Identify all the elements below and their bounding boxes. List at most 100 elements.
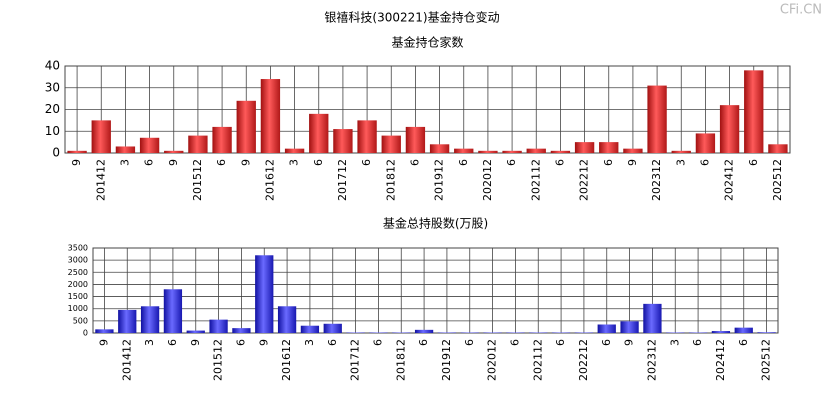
bar <box>236 100 256 153</box>
y-tick-label: 3500 <box>68 244 88 253</box>
y-tick-label: 500 <box>73 316 88 325</box>
x-tick-label: 6 <box>371 339 384 346</box>
x-tick-label: 201712 <box>349 339 362 381</box>
x-tick-label: 3 <box>668 339 681 346</box>
x-tick-label: 6 <box>360 159 373 166</box>
x-tick-label: 202312 <box>650 159 663 201</box>
x-tick-label: 201612 <box>263 159 276 201</box>
x-tick-label: 202412 <box>723 159 736 201</box>
bar <box>597 324 616 333</box>
x-tick-label: 6 <box>166 339 179 346</box>
x-tick-label: 201512 <box>191 159 204 201</box>
bar <box>333 129 353 153</box>
x-tick-label: 201512 <box>212 339 225 381</box>
x-tick-label: 202512 <box>760 339 773 381</box>
x-tick-label: 201912 <box>440 339 453 381</box>
y-tick-label: 2500 <box>68 268 88 277</box>
bar <box>188 135 208 153</box>
x-tick-label: 9 <box>70 159 83 166</box>
x-tick-label: 6 <box>554 339 567 346</box>
x-tick-label: 201812 <box>394 339 407 381</box>
bar <box>91 120 111 153</box>
bar <box>454 148 474 153</box>
y-tick-label: 1500 <box>68 292 88 301</box>
x-tick-label: 6 <box>508 339 521 346</box>
x-tick-label: 6 <box>747 159 760 166</box>
bar <box>647 85 667 153</box>
x-tick-label: 6 <box>737 339 750 346</box>
x-tick-label: 201912 <box>433 159 446 201</box>
x-tick-label: 6 <box>408 159 421 166</box>
x-tick-label: 9 <box>97 339 110 346</box>
x-tick-label: 9 <box>257 339 270 346</box>
y-tick-label: 10 <box>45 124 60 138</box>
x-tick-label: 202212 <box>577 339 590 381</box>
bar <box>284 148 305 153</box>
bar <box>757 332 776 333</box>
bar <box>115 146 136 153</box>
x-tick-label: 3 <box>303 339 316 346</box>
bar <box>323 323 342 333</box>
x-tick-label: 3 <box>288 159 301 166</box>
x-tick-label: 3 <box>143 339 156 346</box>
x-tick-label: 202512 <box>771 159 784 201</box>
x-tick-label: 202112 <box>529 159 542 201</box>
x-tick-label: 201712 <box>336 159 349 201</box>
bar <box>381 135 401 153</box>
x-tick-label: 6 <box>600 339 613 346</box>
x-tick-label: 6 <box>215 159 228 166</box>
x-tick-label: 202112 <box>531 339 544 381</box>
bar <box>260 79 281 153</box>
bar <box>550 150 571 153</box>
x-tick-label: 202012 <box>481 159 494 201</box>
bar <box>118 309 137 333</box>
bar <box>209 319 228 333</box>
bar <box>623 148 643 153</box>
bar <box>671 150 691 153</box>
plot-area <box>92 247 779 334</box>
bar <box>300 325 320 333</box>
x-tick-label: 6 <box>505 159 518 166</box>
x-tick-label: 202212 <box>578 159 591 201</box>
bar <box>95 329 114 333</box>
bar <box>139 137 160 153</box>
x-tick-label: 6 <box>326 339 339 346</box>
x-tick-label: 202312 <box>645 339 658 381</box>
bar <box>212 126 232 153</box>
y-tick-label: 30 <box>45 80 60 94</box>
x-tick-label: 3 <box>118 159 131 166</box>
x-tick-label: 9 <box>623 339 636 346</box>
x-tick-label: 9 <box>239 159 252 166</box>
x-tick-label: 202012 <box>486 339 499 381</box>
bar <box>414 329 434 333</box>
x-tick-label: 6 <box>234 339 247 346</box>
bar <box>502 150 522 153</box>
bar <box>429 144 450 153</box>
watermark: CFi.CN <box>780 3 822 18</box>
y-tick-label: 0 <box>83 329 88 338</box>
y-tick-label: 2000 <box>68 280 88 289</box>
x-tick-label: 3 <box>674 159 687 166</box>
y-tick-label: 0 <box>52 146 60 160</box>
x-tick-label: 6 <box>312 159 325 166</box>
y-tick-label: 40 <box>45 59 60 73</box>
bar <box>164 150 184 153</box>
x-tick-label: 201612 <box>280 339 293 381</box>
x-tick-label: 6 <box>417 339 430 346</box>
x-tick-label: 6 <box>553 159 566 166</box>
bar <box>526 148 546 153</box>
bar <box>695 133 716 153</box>
x-tick-label: 9 <box>189 339 202 346</box>
x-tick-label: 6 <box>457 159 470 166</box>
x-tick-label: 201812 <box>384 159 397 201</box>
bar <box>478 150 498 153</box>
x-tick-label: 6 <box>463 339 476 346</box>
bar <box>186 330 205 333</box>
x-tick-label: 6 <box>143 159 156 166</box>
x-tick-label: 9 <box>626 159 639 166</box>
bar <box>574 142 595 153</box>
bar <box>711 331 731 333</box>
x-tick-label: 201412 <box>120 339 133 381</box>
bar <box>357 120 377 153</box>
